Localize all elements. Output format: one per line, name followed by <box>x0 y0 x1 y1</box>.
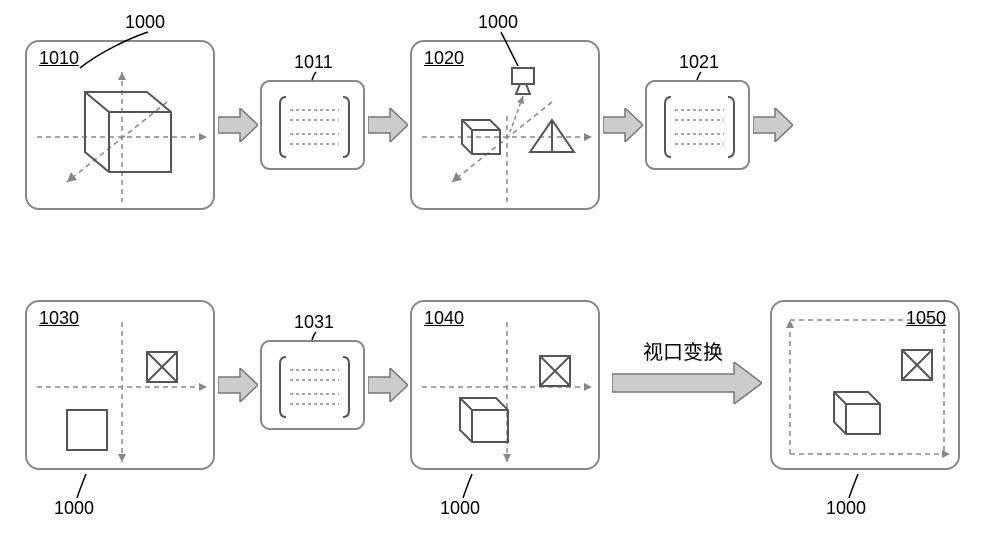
panel-1010: 1010 <box>25 40 215 210</box>
flow-arrow <box>368 368 408 402</box>
panel-1040: 1040 <box>410 300 600 470</box>
matrix-graphic <box>647 82 752 172</box>
flow-arrow <box>218 108 258 142</box>
panel-id-1050: 1050 <box>906 308 946 329</box>
label-1021: 1021 <box>679 52 719 73</box>
panel-id-1020: 1020 <box>424 48 464 69</box>
viewport-transform-text: 视口变换 <box>643 336 723 365</box>
panel-1020: 1020 <box>410 40 600 210</box>
matrix-1011 <box>260 80 365 170</box>
matrix-1021 <box>645 80 750 170</box>
label-1000-p1030: 1000 <box>54 498 94 519</box>
matrix-1031 <box>260 340 365 430</box>
label-1031: 1031 <box>294 312 334 333</box>
flow-arrow-long <box>612 362 762 404</box>
label-1000-p1040: 1000 <box>440 498 480 519</box>
panel-1030: 1030 <box>25 300 215 470</box>
flow-arrow <box>753 108 793 142</box>
flow-arrow <box>368 108 408 142</box>
label-1000-p1050: 1000 <box>826 498 866 519</box>
panel-1050: 1050 <box>770 300 960 470</box>
label-1000-p1010: 1000 <box>125 12 165 33</box>
panel-id-1010: 1010 <box>39 48 79 69</box>
label-1011: 1011 <box>294 52 333 73</box>
matrix-graphic <box>262 82 367 172</box>
matrix-graphic <box>262 342 367 432</box>
flow-arrow <box>218 368 258 402</box>
panel-id-1030: 1030 <box>39 308 79 329</box>
flow-arrow <box>603 108 643 142</box>
label-1000-p1020: 1000 <box>478 12 518 33</box>
panel-id-1040: 1040 <box>424 308 464 329</box>
